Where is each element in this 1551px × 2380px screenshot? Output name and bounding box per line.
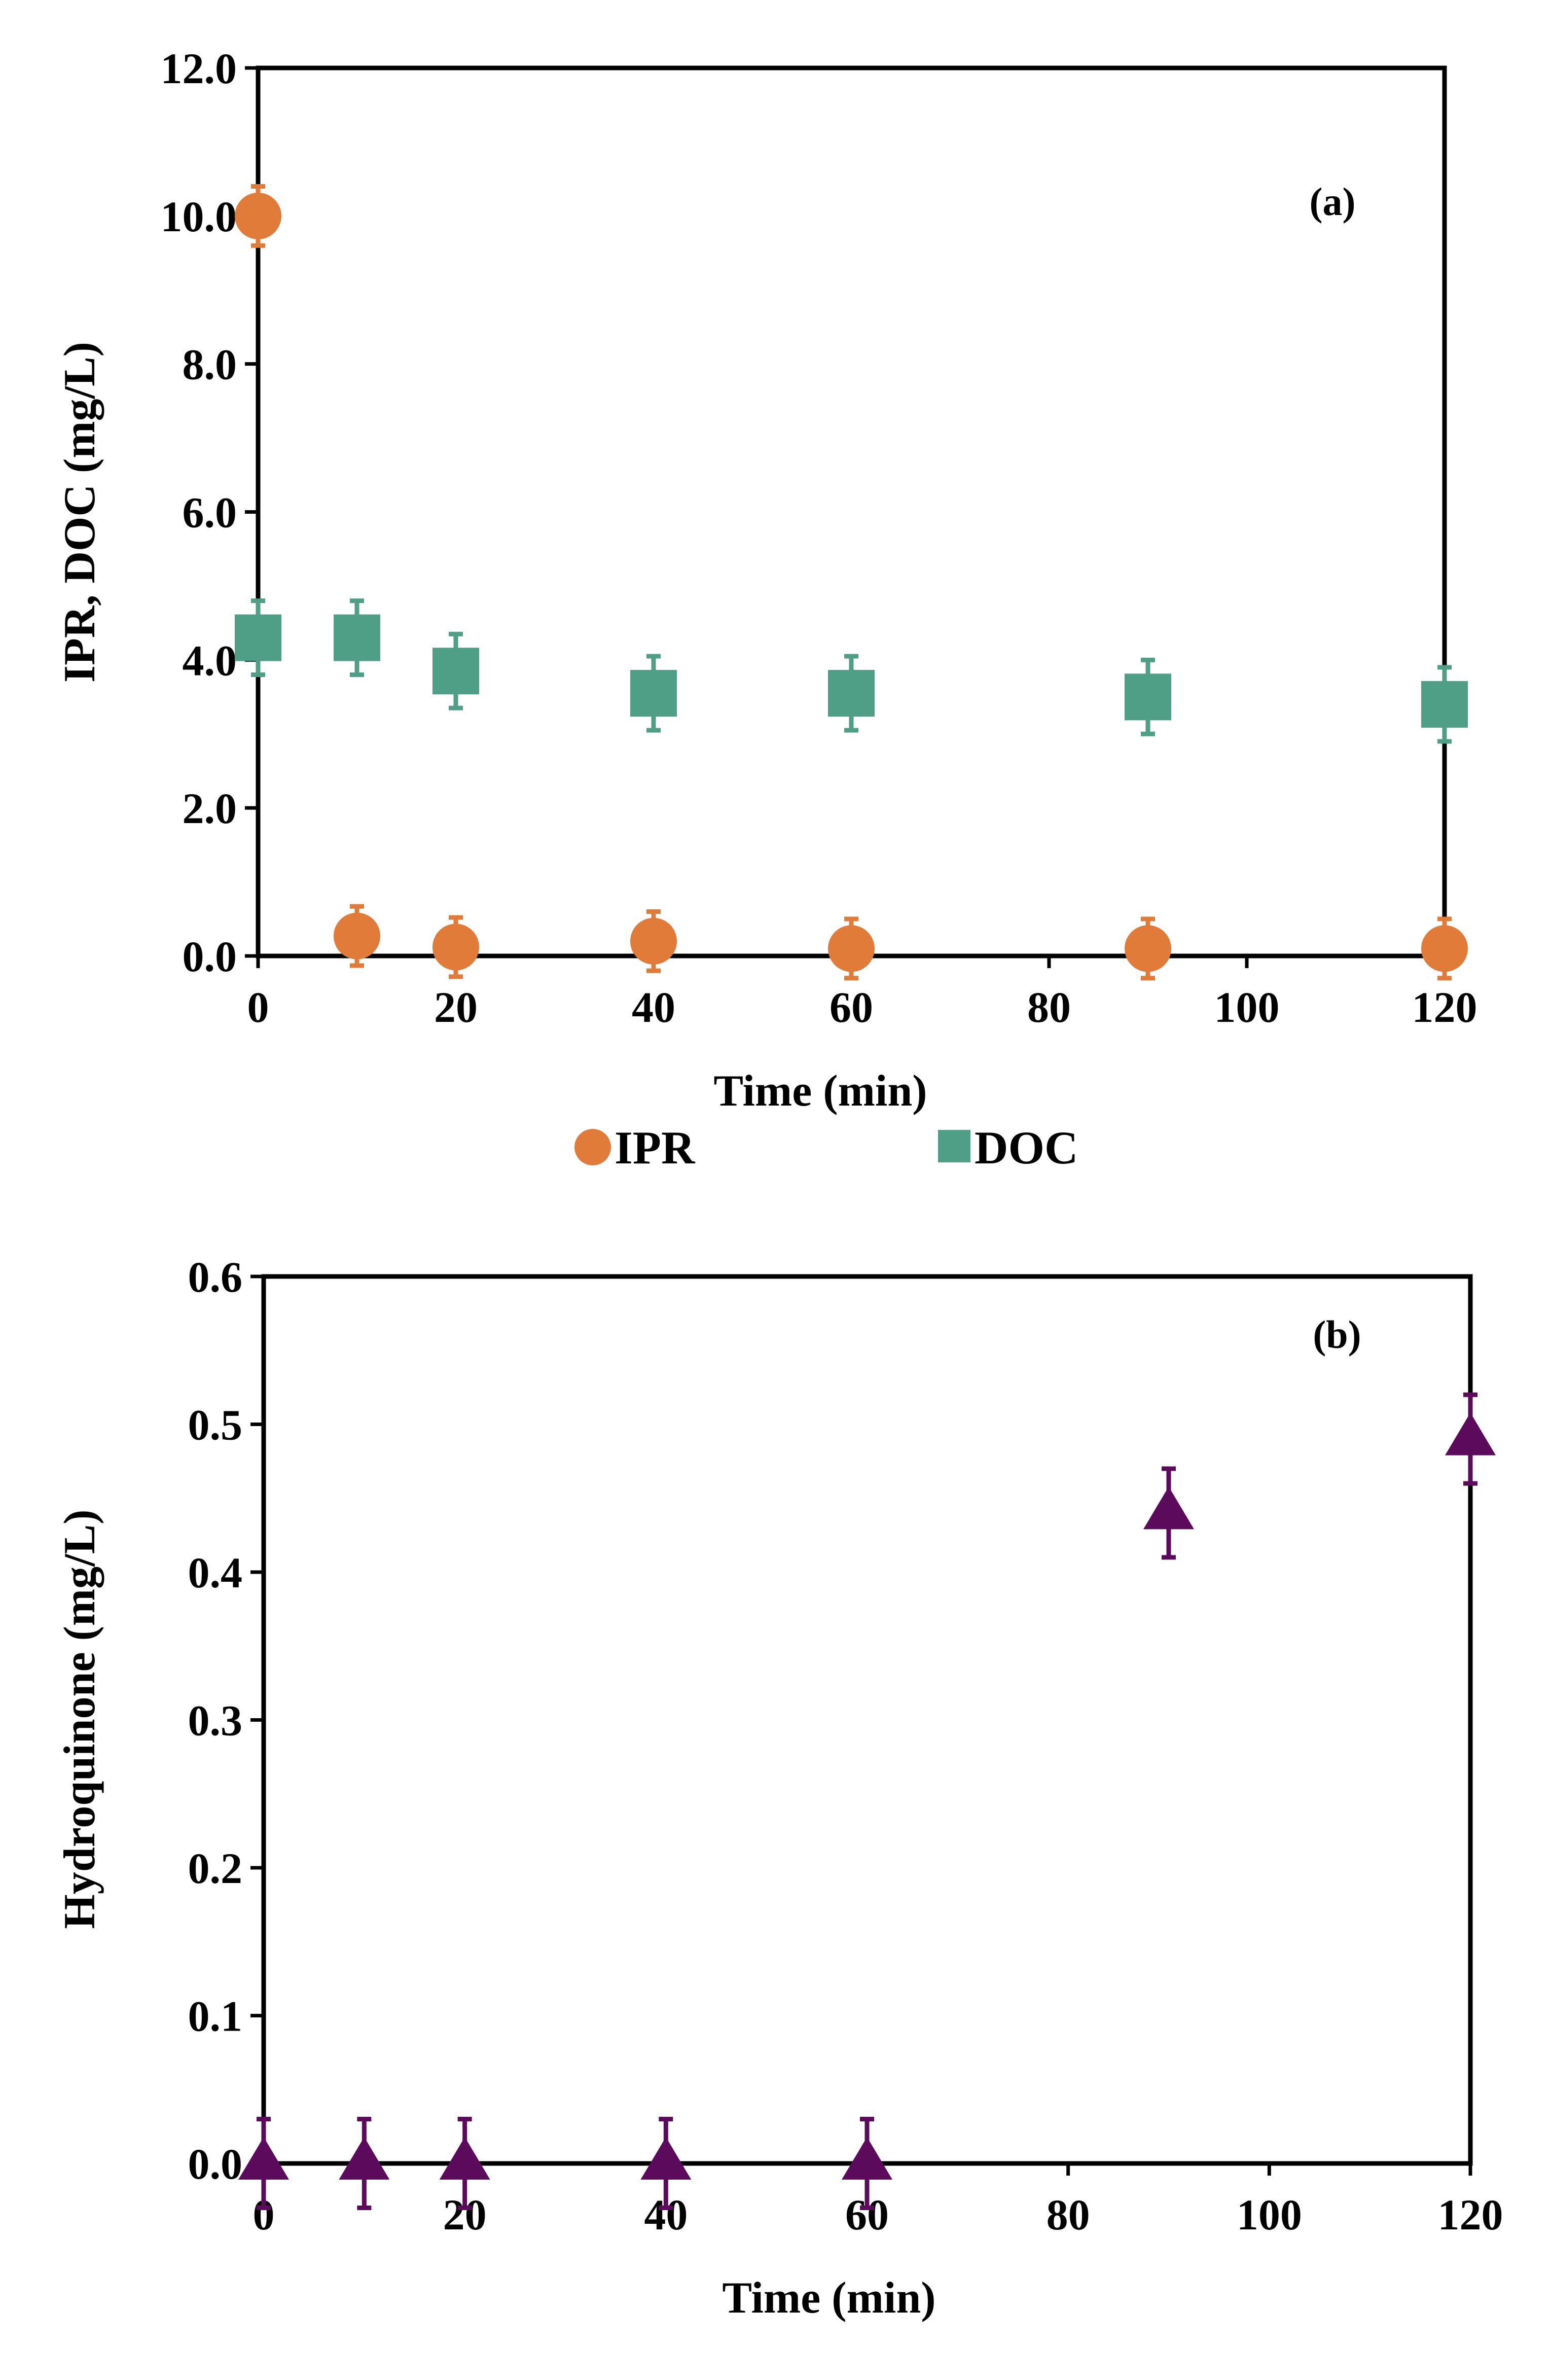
ipr-point xyxy=(334,904,380,968)
chart-a-panel-label: (a) xyxy=(1310,180,1356,224)
doc-point xyxy=(1421,665,1468,744)
doc-point xyxy=(235,598,281,678)
chart-b-y-axis-label: Hydroquinone (mg/L) xyxy=(55,1509,104,1929)
chart-a-y-ticks: 0.0 2.0 4.0 6.0 8.0 10.0 12.0 xyxy=(161,44,258,981)
doc-point xyxy=(1125,657,1171,736)
hydroquinone-marker xyxy=(842,2137,892,2180)
doc-point xyxy=(630,654,677,733)
chart-b-x-tick-label: 80 xyxy=(1047,2190,1090,2239)
chart-a-x-tick-label: 120 xyxy=(1412,983,1477,1032)
ipr-point xyxy=(1125,916,1171,981)
chart-b-y-tick-label: 0.0 xyxy=(188,2140,243,2188)
ipr-marker xyxy=(1421,925,1468,972)
chart-b-marks xyxy=(238,1392,1496,2210)
ipr-point xyxy=(235,184,281,248)
chart-a-x-tick-label: 20 xyxy=(434,983,478,1032)
legend-ipr-marker-icon xyxy=(574,1129,611,1165)
hydroquinone-point xyxy=(1445,1392,1496,1486)
chart-a-x-ticks: 0 20 40 60 80 100 120 xyxy=(247,956,1477,1032)
doc-point xyxy=(828,654,875,733)
doc-point xyxy=(334,598,380,678)
ipr-marker xyxy=(432,923,479,971)
hydroquinone-point xyxy=(238,2117,289,2210)
doc-marker xyxy=(1421,681,1468,728)
chart-a-x-tick-label: 40 xyxy=(632,983,675,1032)
doc-point xyxy=(432,631,479,711)
doc-marker xyxy=(432,648,479,695)
hydroquinone-point xyxy=(640,2117,692,2210)
chart-b-y-tick-label: 0.3 xyxy=(188,1696,243,1745)
chart-a-y-tick-label: 10.0 xyxy=(161,192,237,241)
chart-a-x-axis-label: Time (min) xyxy=(713,1067,927,1116)
legend-doc-marker-icon xyxy=(938,1130,970,1162)
hydroquinone-marker xyxy=(1445,1412,1496,1455)
ipr-marker xyxy=(235,192,281,239)
chart-a-y-tick-label: 0.0 xyxy=(183,932,237,981)
ipr-marker xyxy=(1125,925,1171,972)
doc-marker xyxy=(235,614,281,661)
doc-marker xyxy=(1125,673,1171,721)
chart-a-y-tick-label: 4.0 xyxy=(183,636,237,685)
hydroquinone-marker xyxy=(1143,1486,1194,1530)
chart-b-x-axis-label: Time (min) xyxy=(722,2274,935,2323)
chart-b-y-ticks: 0.0 0.1 0.2 0.3 0.4 0.5 0.6 xyxy=(188,1253,264,2188)
chart-a-y-tick-label: 6.0 xyxy=(183,488,237,537)
hydroquinone-marker xyxy=(439,2137,490,2180)
chart-b-y-tick-label: 0.1 xyxy=(188,1992,243,2041)
chart-a-legend: IPR DOC xyxy=(574,1122,1078,1174)
hydroquinone-marker xyxy=(640,2137,692,2180)
hydroquinone-marker xyxy=(339,2137,390,2180)
hydroquinone-point xyxy=(842,2117,892,2210)
hydroquinone-marker xyxy=(238,2137,289,2180)
chart-a-x-tick-label: 60 xyxy=(829,983,873,1032)
ipr-point xyxy=(432,915,479,979)
hydroquinone-point xyxy=(1143,1466,1194,1560)
chart-b-panel-label: (b) xyxy=(1313,1312,1361,1357)
chart-b-x-tick-label: 120 xyxy=(1438,2190,1503,2239)
chart-b-x-tick-label: 100 xyxy=(1237,2190,1302,2239)
hydroquinone-point xyxy=(339,2117,390,2210)
chart-a-y-tick-label: 2.0 xyxy=(183,784,237,833)
legend-ipr-label: IPR xyxy=(615,1122,696,1174)
chart-b-y-tick-label: 0.6 xyxy=(188,1253,243,1301)
chart-b-plot-area xyxy=(261,1274,1473,2166)
chart-a-plot-area xyxy=(256,65,1447,958)
chart-b: 0.00.10.20.30.40.50.6 0 20 40 60 80 100 120 (b… xyxy=(55,1253,1503,2323)
ipr-point xyxy=(828,916,875,981)
doc-marker xyxy=(828,669,875,717)
chart-b-y-tick-label: 0.2 xyxy=(188,1844,243,1893)
ipr-marker xyxy=(828,925,875,972)
chart-b-y-tick-label: 0.5 xyxy=(188,1401,243,1449)
chart-a: 0.02.04.06.08.010.012.0 0 20 40 60 80 100 120 … xyxy=(55,44,1477,1174)
ipr-marker xyxy=(630,917,677,965)
chart-a-x-tick-label: 0 xyxy=(247,983,269,1032)
ipr-marker xyxy=(334,912,380,960)
chart-a-x-tick-label: 80 xyxy=(1027,983,1071,1032)
ipr-point xyxy=(630,909,677,973)
chart-a-y-tick-label: 12.0 xyxy=(161,44,237,93)
chart-a-x-tick-label: 100 xyxy=(1214,983,1280,1032)
doc-marker xyxy=(630,669,677,717)
doc-marker xyxy=(334,614,380,661)
chart-a-marks xyxy=(235,184,1468,981)
hydroquinone-point xyxy=(439,2117,490,2210)
chart-a-y-axis-label: IPR, DOC (mg/L) xyxy=(55,342,104,683)
chart-b-y-tick-label: 0.4 xyxy=(188,1548,243,1597)
chart-a-y-tick-label: 8.0 xyxy=(183,340,237,389)
legend-doc-label: DOC xyxy=(975,1122,1078,1174)
ipr-point xyxy=(1421,916,1468,981)
